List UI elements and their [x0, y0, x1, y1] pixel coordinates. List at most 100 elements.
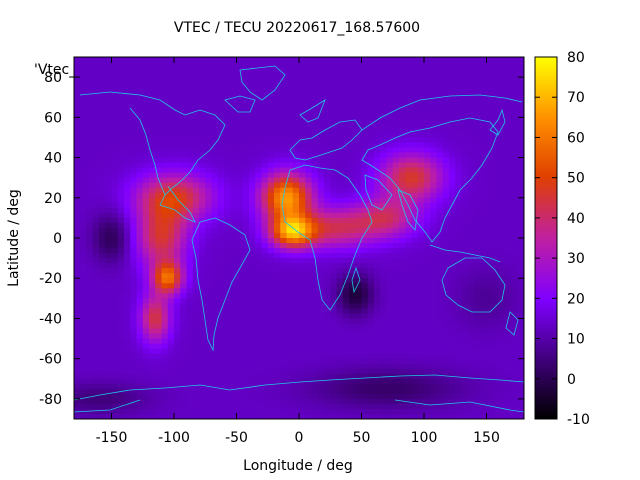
- heatmap-cell: [230, 283, 238, 289]
- heatmap-cell: [99, 202, 106, 209]
- heatmap-cell: [105, 82, 113, 88]
- heatmap-cell: [74, 393, 81, 400]
- heatmap-cell: [124, 207, 131, 214]
- heatmap-cell: [455, 82, 463, 88]
- heatmap-cell: [411, 323, 419, 330]
- heatmap-cell: [430, 293, 438, 299]
- heatmap-cell: [380, 157, 388, 164]
- heatmap-cell: [424, 363, 431, 370]
- heatmap-cell: [417, 162, 425, 169]
- heatmap-cell: [286, 393, 294, 400]
- heatmap-cell: [305, 82, 313, 88]
- heatmap-cell: [317, 202, 325, 209]
- heatmap-cell: [386, 192, 394, 199]
- heatmap-cell: [142, 348, 150, 355]
- heatmap-cell: [355, 72, 363, 78]
- heatmap-cell: [461, 122, 469, 128]
- heatmap-cell: [511, 263, 519, 269]
- heatmap-cell: [174, 192, 181, 199]
- heatmap-cell: [205, 137, 213, 144]
- heatmap-cell: [124, 67, 131, 73]
- heatmap-cell: [280, 368, 288, 375]
- heatmap-cell: [299, 398, 306, 405]
- heatmap-cell: [499, 152, 506, 159]
- heatmap-cell: [480, 62, 488, 68]
- heatmap-cell: [136, 333, 144, 340]
- heatmap-cell: [224, 308, 231, 315]
- heatmap-cell: [374, 167, 381, 174]
- heatmap-cell: [186, 333, 194, 340]
- heatmap-cell: [167, 147, 175, 154]
- heatmap-cell: [261, 278, 269, 284]
- heatmap-cell: [486, 303, 494, 309]
- heatmap-cell: [499, 187, 506, 194]
- heatmap-cell: [230, 192, 238, 199]
- heatmap-cell: [517, 293, 524, 299]
- heatmap-cell: [161, 288, 169, 294]
- heatmap-cell: [361, 142, 369, 149]
- heatmap-cell: [211, 358, 219, 365]
- heatmap-cell: [224, 117, 231, 123]
- heatmap-cell: [380, 107, 388, 113]
- heatmap-cell: [486, 383, 494, 390]
- heatmap-cell: [442, 303, 450, 309]
- heatmap-cell: [486, 87, 494, 93]
- heatmap-cell: [317, 197, 325, 204]
- heatmap-cell: [111, 403, 119, 410]
- heatmap-cell: [455, 97, 463, 103]
- heatmap-cell: [167, 373, 175, 380]
- heatmap-cell: [474, 217, 481, 224]
- heatmap-cell: [417, 243, 425, 249]
- heatmap-cell: [149, 227, 156, 234]
- heatmap-cell: [317, 127, 325, 134]
- heatmap-cell: [161, 232, 169, 239]
- heatmap-cell: [280, 72, 288, 78]
- heatmap-cell: [492, 217, 500, 224]
- heatmap-cell: [124, 107, 131, 113]
- heatmap-cell: [455, 192, 463, 199]
- heatmap-cell: [499, 117, 506, 123]
- heatmap-cell: [292, 207, 300, 214]
- heatmap-cell: [255, 363, 263, 370]
- heatmap-cell: [467, 132, 475, 139]
- heatmap-cell: [74, 112, 81, 118]
- heatmap-cell: [299, 328, 306, 335]
- heatmap-cell: [236, 273, 244, 279]
- heatmap-cell: [517, 398, 524, 405]
- heatmap-cell: [217, 338, 225, 345]
- heatmap-cell: [405, 62, 413, 68]
- heatmap-cell: [124, 313, 131, 320]
- heatmap-cell: [317, 167, 325, 174]
- heatmap-cell: [461, 92, 469, 98]
- heatmap-cell: [424, 338, 431, 345]
- heatmap-cell: [167, 298, 175, 304]
- heatmap-cell: [474, 162, 481, 169]
- heatmap-cell: [99, 393, 106, 400]
- heatmap-cell: [86, 373, 94, 380]
- heatmap-cell: [330, 67, 338, 73]
- heatmap-cell: [299, 147, 306, 154]
- heatmap-cell: [92, 62, 100, 68]
- heatmap-cell: [105, 378, 113, 385]
- heatmap-cell: [74, 253, 81, 259]
- heatmap-cell: [130, 298, 138, 304]
- heatmap-cell: [442, 92, 450, 98]
- heatmap-cell: [217, 348, 225, 355]
- heatmap-cell: [436, 338, 444, 345]
- heatmap-cell: [474, 182, 481, 189]
- heatmap-cell: [99, 92, 106, 98]
- heatmap-cell: [155, 167, 163, 174]
- heatmap-cell: [86, 157, 94, 164]
- heatmap-cell: [224, 67, 231, 73]
- heatmap-cell: [511, 82, 519, 88]
- heatmap-cell: [342, 293, 350, 299]
- heatmap-cell: [174, 388, 181, 395]
- heatmap-cell: [92, 273, 100, 279]
- heatmap-cell: [492, 353, 500, 360]
- heatmap-cell: [186, 72, 194, 78]
- heatmap-cell: [417, 67, 425, 73]
- heatmap-cell: [317, 273, 325, 279]
- heatmap-cell: [167, 167, 175, 174]
- heatmap-cell: [480, 232, 488, 239]
- heatmap-cell: [336, 57, 344, 63]
